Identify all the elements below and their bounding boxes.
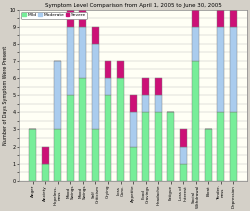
Bar (117, 78, 124, 181)
Bar (230, 9, 237, 27)
Bar (218, 9, 224, 27)
Bar (104, 78, 112, 95)
Bar (54, 129, 61, 181)
Bar (92, 27, 99, 44)
Bar (92, 44, 99, 129)
Bar (92, 129, 99, 181)
Bar (230, 112, 237, 181)
Bar (142, 95, 149, 112)
Bar (192, 0, 199, 27)
Bar (104, 61, 112, 78)
Bar (117, 61, 124, 78)
Bar (130, 95, 136, 112)
Bar (218, 112, 224, 181)
Bar (54, 61, 61, 129)
Y-axis label: Number of Days Symptom Were Present: Number of Days Symptom Were Present (3, 46, 8, 145)
Bar (192, 27, 199, 61)
Bar (130, 112, 136, 147)
Bar (192, 61, 199, 181)
Bar (180, 147, 187, 164)
Bar (230, 27, 237, 112)
Title: Symptom Level Comparison from April 1, 2005 to June 30, 2005: Symptom Level Comparison from April 1, 2… (45, 3, 222, 8)
Bar (167, 112, 174, 181)
Bar (67, 95, 74, 181)
Bar (205, 129, 212, 181)
Bar (80, 78, 86, 181)
Legend: Mild, Moderate, Severe: Mild, Moderate, Severe (21, 12, 87, 19)
Bar (218, 27, 224, 112)
Bar (155, 78, 162, 95)
Bar (142, 78, 149, 95)
Bar (180, 164, 187, 181)
Bar (80, 0, 86, 27)
Bar (155, 95, 162, 112)
Bar (67, 9, 74, 27)
Bar (104, 95, 112, 181)
Bar (142, 112, 149, 181)
Bar (155, 112, 162, 181)
Bar (80, 27, 86, 78)
Bar (180, 129, 187, 147)
Bar (42, 147, 49, 164)
Bar (29, 129, 36, 181)
Bar (130, 147, 136, 181)
Bar (67, 27, 74, 95)
Bar (42, 164, 49, 181)
